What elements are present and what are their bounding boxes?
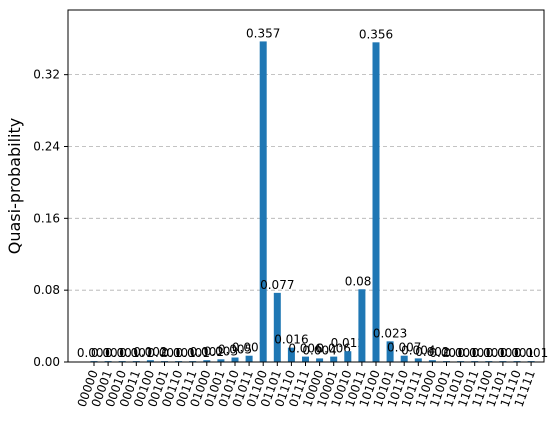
bar [217, 359, 225, 362]
data-label: 0.001 [500, 346, 534, 360]
data-label: 0.002 [415, 345, 449, 359]
data-label: 0.004 [302, 343, 336, 357]
data-label: 0.001 [514, 346, 548, 360]
y-tick-label: 0.32 [33, 68, 60, 82]
bar [344, 351, 352, 362]
data-label: 0.001 [91, 346, 125, 360]
data-label: 0.003 [204, 344, 238, 358]
data-label: 0.001 [176, 346, 210, 360]
bar [330, 356, 338, 362]
data-label: 0.001 [119, 346, 153, 360]
bar [316, 358, 324, 362]
data-label: 0.023 [373, 326, 407, 340]
y-axis-label: Quasi-probability [5, 118, 24, 254]
data-label: 0.081 [345, 274, 379, 288]
bar [287, 347, 295, 362]
bar [400, 355, 408, 362]
data-label: 0.077 [260, 278, 294, 292]
data-label: 0.001 [472, 346, 506, 360]
data-label: 0.001 [161, 346, 195, 360]
data-label: 0.001 [486, 346, 520, 360]
plot-frame [67, 9, 545, 363]
y-tick-label: 0.24 [33, 139, 60, 153]
y-tick-label: 0.00 [33, 355, 60, 369]
bar [245, 355, 253, 362]
bar [358, 289, 366, 362]
bar [203, 360, 211, 362]
y-tick-label: 0.16 [33, 211, 60, 225]
bar [414, 358, 422, 362]
data-label: 0.001 [77, 346, 111, 360]
bar [146, 360, 154, 362]
data-label: 0.007 [387, 341, 421, 355]
data-label: 0.002 [190, 345, 224, 359]
bar [386, 341, 394, 362]
bar [428, 360, 436, 362]
data-label: 0.357 [246, 26, 280, 40]
data-label: 0.002 [133, 345, 167, 359]
data-label: 0.001 [147, 346, 181, 360]
data-label: 0.001 [443, 346, 477, 360]
bar [302, 356, 309, 362]
data-label: 0.001 [105, 346, 139, 360]
data-label: 0.005 [218, 343, 252, 357]
bar [372, 42, 380, 362]
data-label: 0.012 [331, 336, 365, 350]
data-label: 0.006 [317, 342, 351, 356]
y-tick-label: 0.08 [33, 283, 60, 297]
data-label: 0.004 [401, 343, 435, 357]
data-label: 0.001 [458, 346, 492, 360]
bar [231, 357, 239, 362]
data-label: 0.006 [288, 342, 322, 356]
bar [273, 292, 281, 362]
data-label: 0.016 [274, 333, 308, 347]
bar [259, 41, 267, 363]
data-label: 0.356 [359, 27, 393, 41]
data-label: 0.007 [232, 341, 266, 355]
data-label: 0.001 [429, 346, 463, 360]
